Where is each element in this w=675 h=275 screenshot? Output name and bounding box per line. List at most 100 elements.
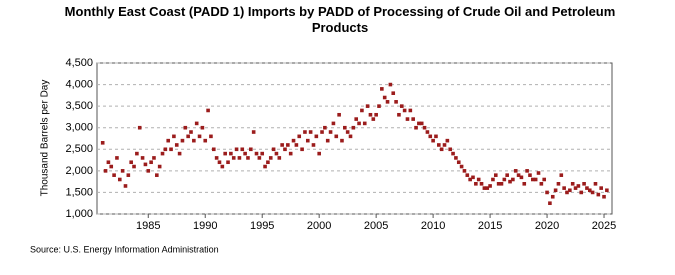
data-point xyxy=(525,169,529,173)
x-tick-label: 1985 xyxy=(136,220,160,232)
data-point xyxy=(186,134,190,139)
data-point xyxy=(519,175,524,180)
data-point xyxy=(325,138,330,143)
data-point xyxy=(454,156,458,160)
data-point xyxy=(539,182,544,186)
data-point xyxy=(377,104,381,108)
data-point xyxy=(465,173,470,177)
data-point xyxy=(354,117,359,121)
data-point xyxy=(593,182,598,186)
data-point xyxy=(585,186,589,190)
data-point xyxy=(286,143,290,147)
data-point xyxy=(417,121,421,126)
data-point xyxy=(197,134,202,139)
data-point xyxy=(499,182,504,186)
data-point xyxy=(123,184,128,188)
data-point xyxy=(434,134,438,139)
data-point xyxy=(553,188,558,193)
data-point xyxy=(291,138,296,143)
data-point xyxy=(340,138,344,143)
data-point xyxy=(474,182,478,186)
data-point xyxy=(149,160,153,165)
data-point xyxy=(211,147,216,152)
data-point xyxy=(522,182,527,186)
data-point xyxy=(115,156,119,160)
data-point xyxy=(476,177,481,182)
y-tick-label: 3,500 xyxy=(65,100,93,112)
data-point xyxy=(576,184,581,188)
data-point xyxy=(431,138,435,143)
x-tick-label: 2020 xyxy=(535,220,559,232)
data-point xyxy=(482,186,487,190)
data-point xyxy=(311,143,316,147)
data-point xyxy=(505,173,509,177)
x-tick-label: 1990 xyxy=(193,220,217,232)
data-point xyxy=(223,151,227,156)
data-point xyxy=(385,100,390,104)
data-point xyxy=(300,147,304,152)
data-point xyxy=(439,147,444,152)
x-tick-label: 2000 xyxy=(307,220,331,232)
data-point xyxy=(266,160,270,165)
data-point xyxy=(146,169,151,173)
data-point xyxy=(408,108,413,113)
data-point xyxy=(117,177,122,182)
data-point xyxy=(237,156,242,160)
data-point xyxy=(294,143,299,147)
data-point xyxy=(280,143,284,147)
data-point xyxy=(160,151,165,156)
data-point xyxy=(573,186,578,190)
data-point xyxy=(411,117,415,121)
data-point xyxy=(308,130,313,134)
y-tick-label: 1,000 xyxy=(65,208,93,220)
data-point xyxy=(402,108,407,113)
y-tick-label: 4,000 xyxy=(65,78,93,90)
data-point xyxy=(305,138,310,143)
data-point xyxy=(317,151,321,156)
data-point xyxy=(323,125,327,130)
data-point xyxy=(183,125,188,130)
data-point xyxy=(562,186,566,190)
x-tick-label: 2015 xyxy=(478,220,502,232)
data-point xyxy=(140,156,145,160)
data-point xyxy=(189,130,193,134)
data-point xyxy=(152,156,156,160)
data-point xyxy=(533,177,538,182)
data-point xyxy=(531,177,535,182)
data-point xyxy=(565,190,569,195)
data-point xyxy=(243,151,247,156)
data-point xyxy=(582,182,586,186)
data-point xyxy=(271,147,276,152)
data-point xyxy=(177,151,182,156)
x-tick-label: 2005 xyxy=(364,220,388,232)
data-point xyxy=(536,171,541,175)
data-point xyxy=(249,147,253,152)
data-point xyxy=(251,130,256,134)
data-point xyxy=(513,169,518,173)
y-tick-label: 4,500 xyxy=(65,57,93,69)
data-point xyxy=(328,130,333,134)
data-point xyxy=(471,175,475,180)
data-point xyxy=(399,104,404,108)
data-point xyxy=(169,147,173,152)
data-point xyxy=(568,188,572,193)
data-point xyxy=(297,134,302,139)
data-point xyxy=(542,177,547,182)
data-point xyxy=(445,138,450,143)
data-point xyxy=(200,125,205,130)
data-point xyxy=(587,188,592,193)
data-point xyxy=(459,164,464,169)
data-point xyxy=(206,108,210,113)
data-point xyxy=(388,82,393,87)
data-point xyxy=(277,156,282,160)
data-point xyxy=(451,151,455,156)
x-tick-label: 1995 xyxy=(250,220,274,232)
data-point xyxy=(174,143,179,147)
data-point xyxy=(362,121,367,126)
data-point xyxy=(231,156,236,160)
data-point xyxy=(559,173,564,177)
data-point xyxy=(132,164,136,169)
data-point xyxy=(234,147,239,152)
